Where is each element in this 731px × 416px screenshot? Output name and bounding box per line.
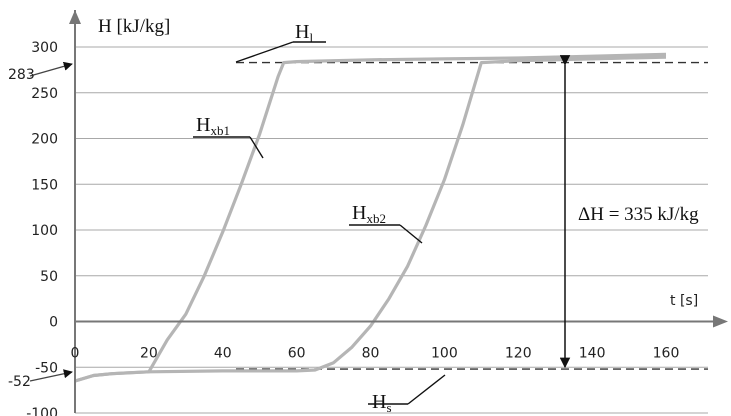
x-tick-label: 160 — [653, 346, 680, 362]
label-leaders — [193, 41, 446, 405]
upper-value-label: 283 — [8, 67, 35, 83]
x-tick-label: 0 — [71, 346, 80, 362]
y-tick-label: 150 — [31, 177, 58, 193]
y-tick-label: -50 — [35, 360, 58, 376]
x-axis-label: t [s] — [670, 293, 698, 309]
y-tick-label: 200 — [31, 132, 58, 148]
hl-label: Hl — [295, 21, 313, 45]
hxb1-label: Hxb1 — [196, 114, 230, 138]
x-tick-label: 80 — [362, 346, 380, 362]
x-tick-label: 140 — [579, 346, 606, 362]
x-tick-label: 20 — [140, 346, 158, 362]
y-tick-label: -100 — [26, 406, 58, 416]
y-axis-label: H [kJ/kg] — [98, 16, 170, 37]
delta-h-annotation: ΔH = 335 kJ/kg — [578, 204, 699, 225]
y-tick-label: 0 — [49, 315, 58, 331]
x-tick-label: 60 — [288, 346, 306, 362]
x-tick-label: 100 — [431, 346, 458, 362]
y-axis-arrow — [69, 10, 81, 24]
x-tick-label: 120 — [505, 346, 532, 362]
lower-value-pointer — [29, 369, 73, 382]
y-tick-label: 300 — [31, 40, 58, 56]
lower-value-label: -52 — [8, 374, 31, 390]
hxb2-label: Hxb2 — [352, 202, 386, 226]
x-axis-arrow — [713, 315, 728, 328]
y-tick-label: 100 — [31, 223, 58, 239]
x-tick-label: 40 — [214, 346, 232, 362]
axes — [29, 10, 728, 413]
hs-label: Hs — [372, 391, 392, 415]
series-line-xb2 — [74, 55, 667, 383]
series-lines — [74, 52, 667, 383]
tick-labels: 300 250 200 150 100 50 0 -50 -100 0 20 40 60 80 100 120… — [26, 40, 679, 416]
y-tick-label: 250 — [31, 86, 58, 102]
grid-lines — [75, 46, 708, 414]
upper-value-pointer — [29, 61, 73, 77]
y-tick-label: 50 — [40, 269, 58, 285]
